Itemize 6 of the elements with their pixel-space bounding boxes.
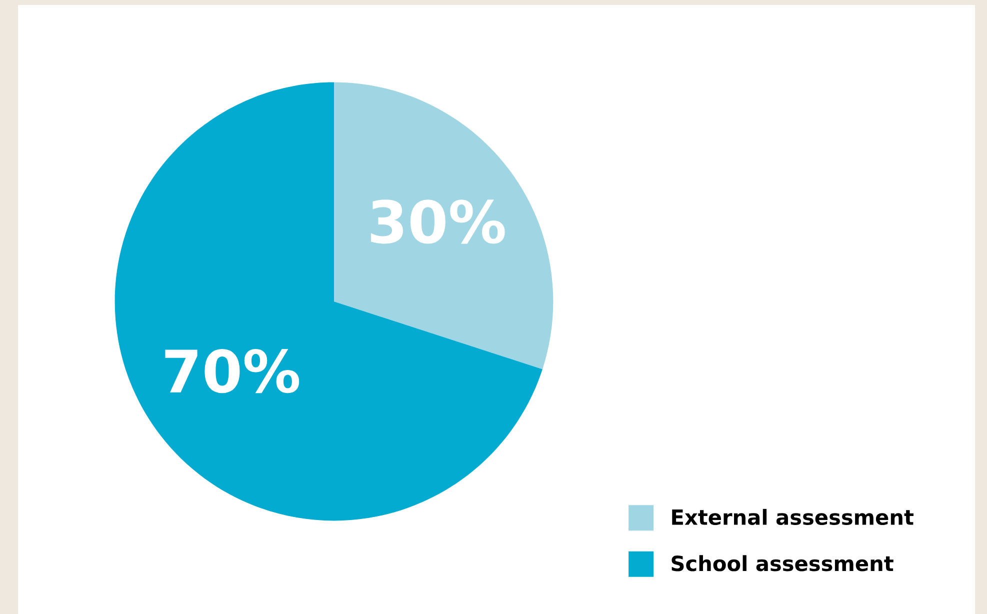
legend-label: School assessment xyxy=(672,555,894,572)
pie-slice xyxy=(334,82,554,370)
data-label: 30% xyxy=(370,200,505,244)
pie-slice xyxy=(114,82,542,521)
data-label: 70% xyxy=(165,349,300,394)
legend-label: External assessment xyxy=(672,508,914,526)
